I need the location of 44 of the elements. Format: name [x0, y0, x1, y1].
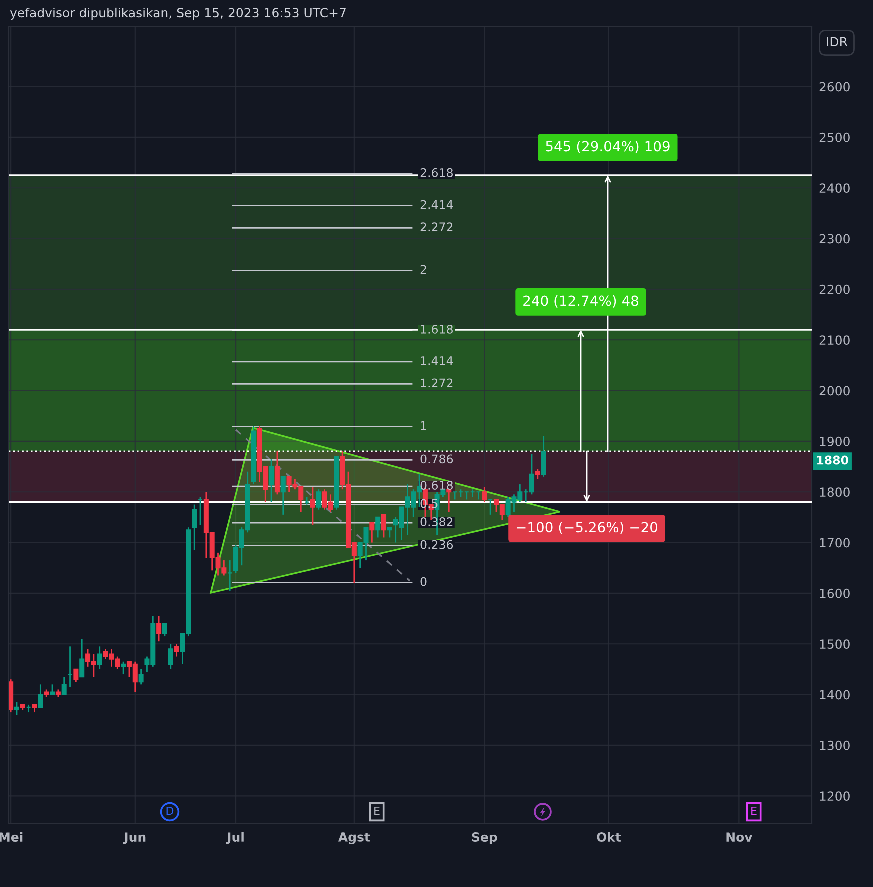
- annotation: 2.618: [420, 168, 453, 178]
- annotation: 2.414: [420, 200, 454, 210]
- x-tick-label: Sep: [472, 832, 498, 844]
- y-tick-label: 1800: [820, 488, 850, 498]
- y-tick-label: 2600: [820, 82, 850, 92]
- y-tick-label: 2500: [820, 132, 850, 142]
- y-tick-label: 1200: [820, 792, 850, 802]
- annotation: 0: [420, 577, 427, 586]
- annotation: 0.618: [420, 481, 453, 490]
- annotation: 0.236: [420, 540, 454, 550]
- x-tick-label: Jul: [226, 832, 244, 844]
- annotation: E: [374, 806, 380, 816]
- y-tick-label: 1400: [820, 690, 850, 700]
- y-tick-label: 1900: [820, 436, 850, 446]
- x-tick-label: Mei: [0, 832, 23, 842]
- y-tick-label: 1500: [820, 640, 850, 650]
- x-tick-label: Agst: [338, 832, 370, 844]
- y-tick-label: 2400: [820, 184, 850, 194]
- x-tick-label: Okt: [597, 832, 622, 842]
- x-tick-label: Jun: [123, 832, 146, 844]
- y-tick-label: 1700: [820, 538, 850, 548]
- annotation: 0.5: [420, 499, 438, 508]
- annotation: 240 (12.74%) 48: [524, 296, 638, 308]
- y-axis-title: IDR: [827, 37, 848, 46]
- annotation: 2.272: [420, 222, 453, 232]
- ref-line-label: 1880: [818, 456, 848, 465]
- annotation: D: [166, 806, 174, 816]
- annotation: −100 (−5.26%) −20: [517, 522, 658, 534]
- y-tick-label: 1600: [820, 588, 850, 598]
- annotation: 1.618: [421, 324, 453, 334]
- y-tick-label: 2200: [820, 284, 850, 294]
- y-tick-label: 1300: [820, 740, 850, 750]
- annotation: 2: [420, 265, 426, 274]
- y-tick-label: 2100: [820, 336, 850, 346]
- annotation: 1.414: [421, 356, 454, 366]
- annotation: 0.786: [420, 454, 454, 464]
- chart-title: yefadvisor dipublikasikan, Sep 15, 2023 16:53 UTC+7: [10, 8, 346, 20]
- annotation: 1: [421, 421, 426, 430]
- x-tick-label: Nov: [726, 832, 753, 842]
- y-tick-label: 2300: [820, 234, 850, 244]
- annotation: 1.272: [421, 378, 453, 388]
- annotation: 545 (29.04%) 109: [546, 140, 670, 154]
- annotation: E: [752, 806, 757, 816]
- y-tick-label: 2000: [820, 386, 850, 396]
